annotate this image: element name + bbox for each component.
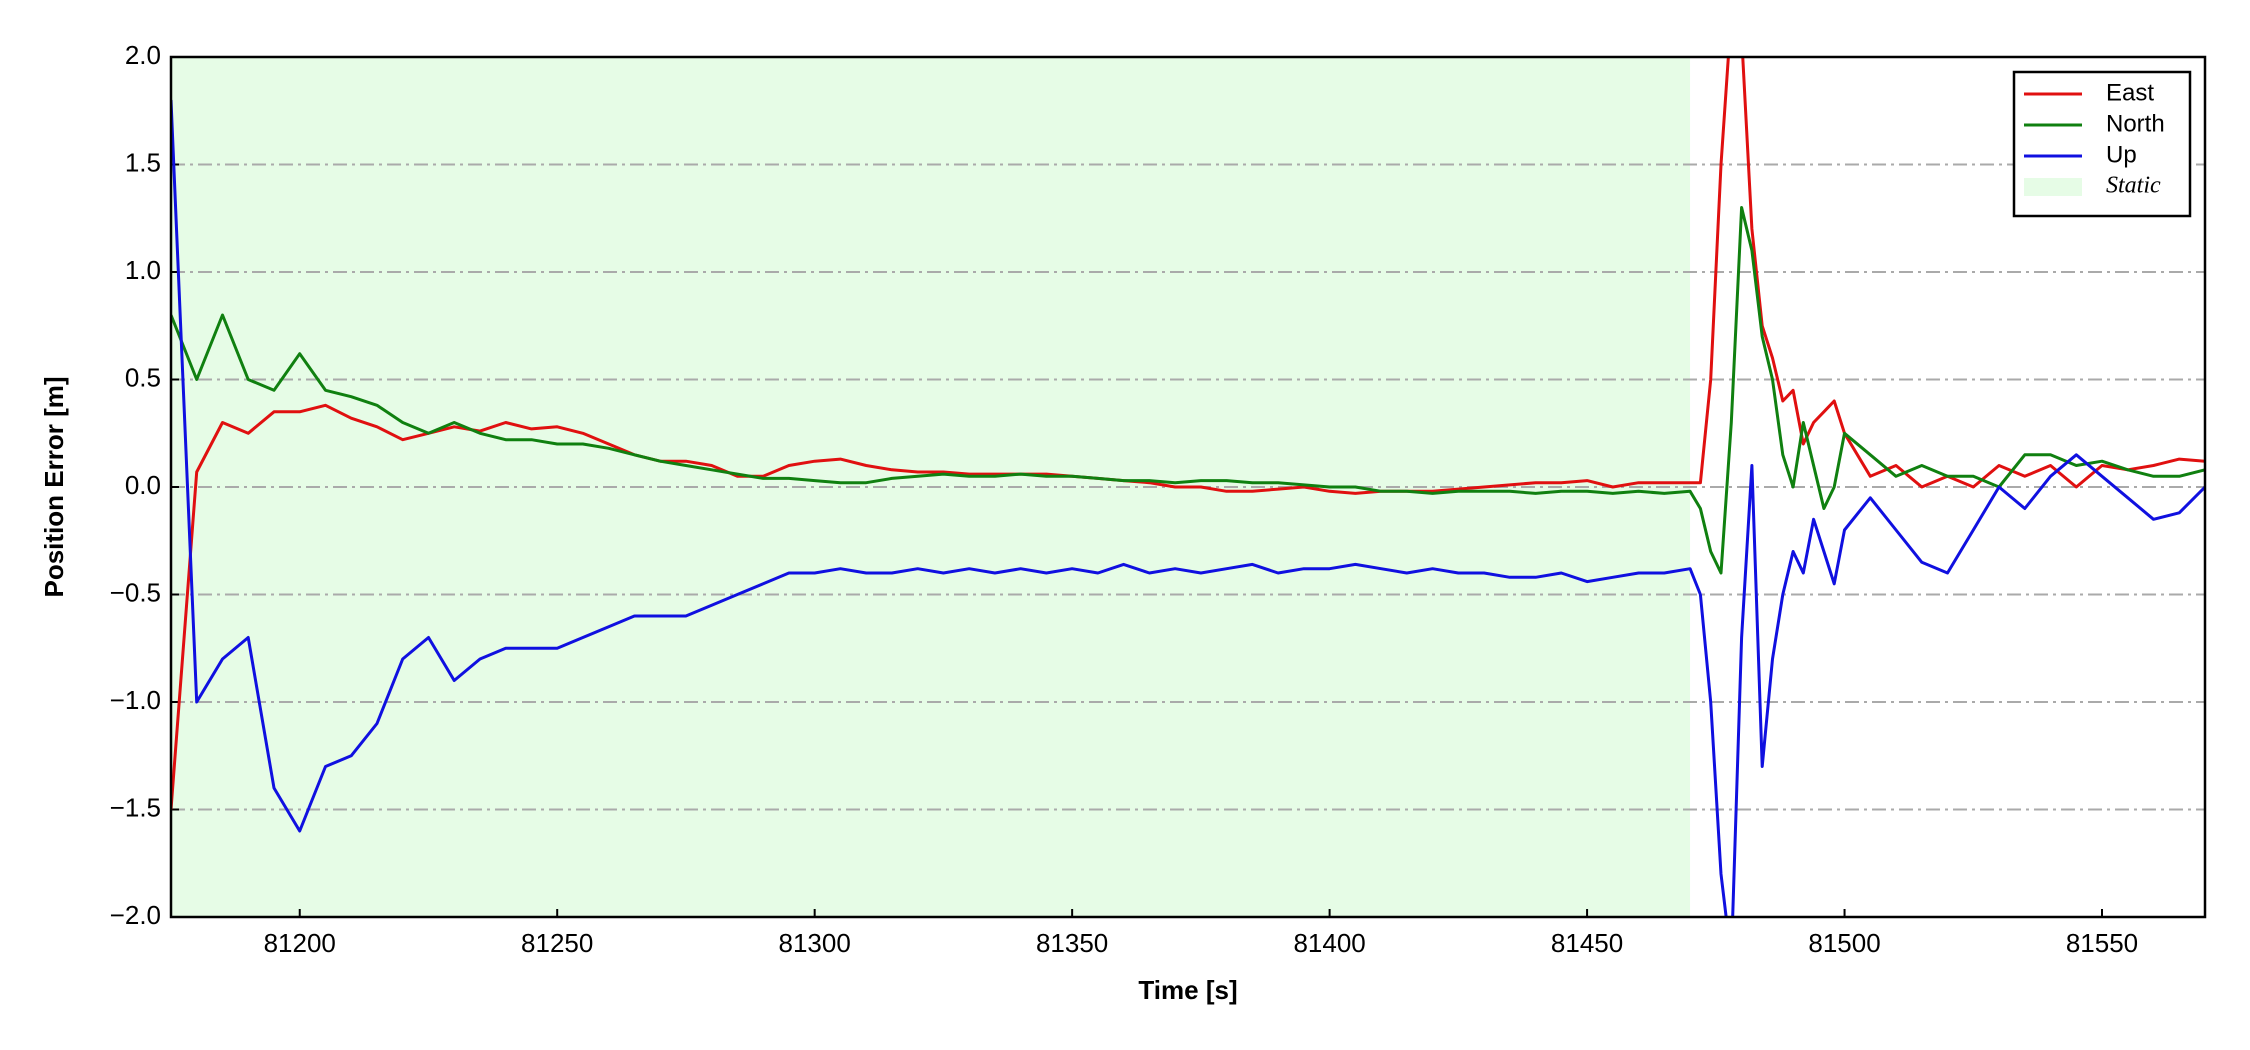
plot-frame [169, 55, 2207, 919]
y-tick-label: −2.0 [110, 900, 161, 930]
x-axis-label: Time [s] [1138, 975, 1237, 1005]
x-tick-label: 81500 [1808, 928, 1880, 958]
y-tick-label: −0.5 [110, 577, 161, 607]
series-line [171, 57, 2205, 810]
series-line [171, 99, 2205, 917]
legend-swatch [2024, 178, 2082, 196]
legend-label: North [2106, 110, 2165, 137]
x-tick-label: 81350 [1036, 928, 1108, 958]
y-tick-label: 2.0 [125, 40, 161, 70]
y-tick-label: 1.0 [125, 255, 161, 285]
y-axis-label: Position Error [m] [39, 376, 69, 597]
y-tick-label: 1.5 [125, 147, 161, 177]
y-tick-label: 0.5 [125, 362, 161, 392]
legend-label: East [2106, 79, 2154, 106]
plot-lines [171, 57, 2205, 917]
x-tick-label: 81450 [1551, 928, 1623, 958]
x-tick-label: 81550 [2066, 928, 2138, 958]
y-tick-label: −1.5 [110, 792, 161, 822]
legend-label: Up [2106, 141, 2137, 168]
legend-label: Static [2106, 173, 2161, 199]
y-tick-label: −1.0 [110, 685, 161, 715]
y-tick-label: 0.0 [125, 470, 161, 500]
x-tick-label: 81250 [521, 928, 593, 958]
x-tick-label: 81400 [1293, 928, 1365, 958]
series-line [171, 206, 2205, 575]
x-tick-label: 81300 [779, 928, 851, 958]
x-tick-label: 81200 [264, 928, 336, 958]
